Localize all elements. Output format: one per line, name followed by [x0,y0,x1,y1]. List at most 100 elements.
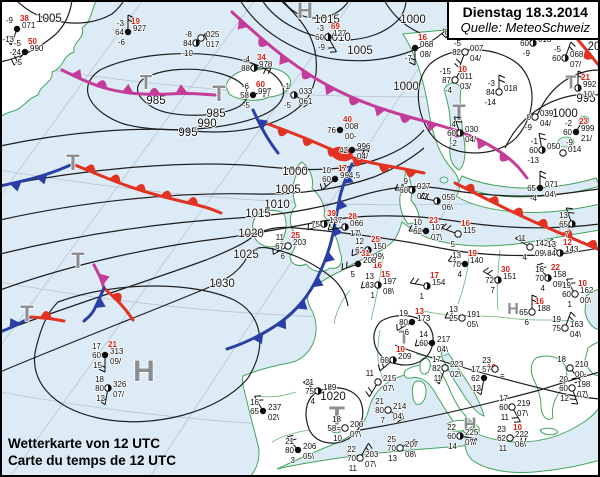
station-circle [124,28,132,36]
station-value: 11 [518,234,527,243]
low-center-T: T [212,81,226,106]
station-value: 70 [387,444,396,453]
wind-barb-tick [463,64,468,71]
station-value: 313 [110,347,124,356]
station-value: 13 [452,251,461,260]
station-circle [495,88,503,96]
wind-barb-tick [539,137,547,141]
station-value: -8 [185,30,193,39]
station-value: 007 [470,44,484,53]
cold-front [0,162,75,192]
cold-front-triangle [324,251,335,263]
cold-front-triangle [476,138,488,150]
station-value: 039 [540,109,554,118]
wind-barb-tick [381,361,385,368]
station-value: 222 [515,430,529,439]
station-value: 025 [206,30,220,39]
wind-barb-tick [536,262,544,266]
station-plot: 23 = 57 [481,355,506,381]
wind-barb-tick [276,245,278,253]
station-circle [101,351,109,359]
warm-front-semicircle [561,229,573,239]
isobar-label: 1020 [238,228,264,240]
isobar-path [373,315,434,366]
warm-front-semicircle [39,310,52,319]
station-value: 21 [305,378,314,387]
station-half-fill [564,54,569,62]
wind-barb-tick [267,89,270,96]
wind-barb-tick [475,390,482,396]
cold-front-triangle [99,273,110,285]
station-value: 00\ [580,296,592,305]
station-circle [568,384,576,392]
coastline-bothnia-gulf [443,82,466,171]
station-value: 03/ [460,82,472,91]
cold-front-triangle [296,299,308,310]
wind-barb-tick [272,247,274,255]
warm-front-semicircle [148,87,161,96]
station-circle [491,365,499,373]
wind-barb-tick [531,294,539,299]
station-value: 82 [432,364,441,373]
station-value: 06\ [442,203,454,212]
station-half-fill [378,281,382,289]
wind-barb-tick [207,30,211,38]
station-value: 142 [535,239,549,248]
station-value: 13 [415,307,424,316]
station-value: 04\ [545,190,557,199]
station-value: 17\ [350,229,362,238]
station-value: 10 [396,345,405,354]
station-value: -5 [554,45,562,54]
station-plot: -1 050 60-13 [527,132,562,166]
station-value: -9 [6,16,14,25]
isobar-label: 1020 [320,391,346,403]
station-value: 197 [383,277,397,286]
isobar-label: 1000 [552,108,578,120]
station-value: 11 [349,464,358,473]
station-value: 04\ [393,412,405,421]
station-circle [526,243,534,251]
station-circle [531,113,539,121]
isobar-path [383,0,421,34]
wind-barb-tick [256,399,264,401]
station-value: 60 [92,351,101,360]
wind-barb-tick [570,311,576,317]
isobar-path [0,215,600,291]
wind-barb-tick [571,402,578,405]
station-value: 62 [355,246,364,255]
low-center-T: T [329,400,345,430]
wind-barb-tick [303,103,310,108]
station-value: -5 [14,39,22,48]
station-value: -1 [531,137,539,146]
wind-barb-tick [365,149,370,157]
station-value: 033 [299,87,313,96]
wind-barb-tick [581,121,587,128]
wind-barb-tick [571,376,578,380]
warm-front-semicircle [84,164,96,174]
station-value: 08\ [405,450,417,459]
cold-front-triangle [252,333,264,345]
station-half-fill [498,276,502,284]
wind-barb-tick [584,116,589,123]
wind-barb-tick [531,299,539,303]
station-value: 7 [565,230,570,239]
station-circle [294,446,302,454]
low-center-T: T [20,301,34,326]
station-value: 17 [471,365,480,374]
isobar-label: 1005 [347,45,373,57]
station-half-fill [254,64,258,72]
station-value: 10 [458,65,467,74]
station-value: 162 [580,286,594,295]
station-value: 066 [350,219,364,228]
isobar-path [15,0,125,24]
wind-barb-tick [346,261,348,269]
wind-barb-tick [319,183,323,191]
